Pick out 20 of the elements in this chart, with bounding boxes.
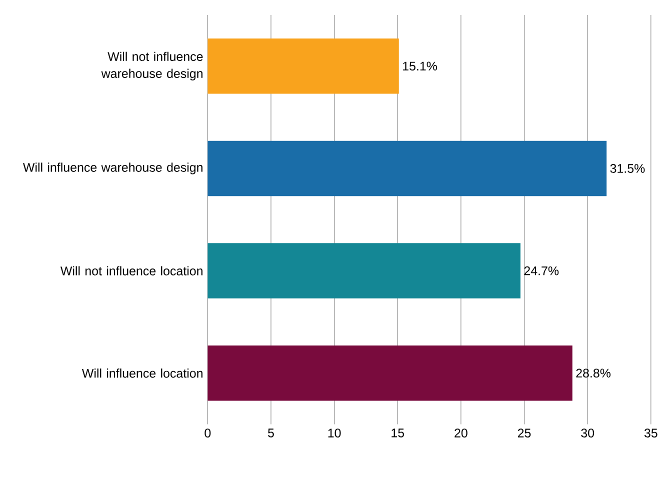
- data-label: 28.8%: [576, 368, 611, 378]
- x-tick-label: 20: [454, 428, 468, 438]
- y-tick-label: Will not influence location: [60, 266, 202, 276]
- x-tick-label: 35: [644, 428, 658, 438]
- x-tick-label: 15: [392, 428, 404, 438]
- y-tick-label: Will not influence warehouse design: [101, 52, 203, 80]
- bar: [208, 140, 607, 196]
- y-tick-label: Will influence warehouse design: [23, 162, 202, 174]
- x-tick-label: 10: [328, 428, 341, 438]
- data-label: 31.5%: [610, 164, 645, 173]
- x-tick-label: 5: [268, 428, 274, 438]
- x-tick-label: 25: [518, 428, 531, 438]
- x-tick-label: 30: [581, 428, 594, 438]
- bar: [208, 38, 399, 94]
- bar: [208, 345, 572, 401]
- bar: [208, 243, 520, 298]
- x-tick-label: 0: [204, 428, 211, 438]
- data-label: 24.7%: [524, 266, 559, 276]
- y-tick-label: Will influence location: [82, 368, 202, 378]
- data-label: 15.1%: [403, 62, 438, 70]
